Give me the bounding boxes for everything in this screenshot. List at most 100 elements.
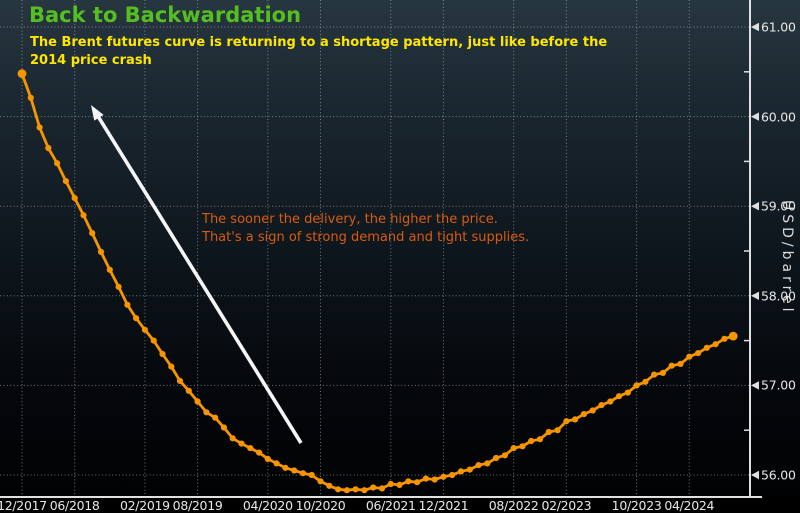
chart-subtitle-line2: 2014 price crash <box>30 53 152 68</box>
brent-curve-point <box>405 478 412 485</box>
y-axis-title: USD/barrel <box>779 200 795 316</box>
trend-arrow-shaft <box>95 114 303 444</box>
brent-curve-point <box>721 335 728 342</box>
brent-curve-point <box>80 212 87 219</box>
brent-curve-point <box>150 337 157 344</box>
brent-curve-point <box>194 398 201 405</box>
brent-curve-point <box>677 360 684 367</box>
brent-curve-point <box>686 353 693 360</box>
brent-curve-point <box>651 371 658 378</box>
brent-curve-point <box>335 486 342 493</box>
brent-curve-point <box>299 470 307 477</box>
x-tick-label: 06/2021 <box>365 498 416 513</box>
brent-curve-point <box>528 437 535 445</box>
x-tick-label: 10/2020 <box>295 498 346 513</box>
x-tick-label: 04/2020 <box>242 498 293 513</box>
brent-curve-point <box>493 454 500 462</box>
brent-curve-point <box>510 445 517 452</box>
x-tick-label: 12/2017 <box>0 498 47 513</box>
brent-curve-point <box>396 481 403 488</box>
brent-curve-point <box>229 435 236 442</box>
brent-curve-point <box>361 487 368 494</box>
brent-curve-point <box>45 144 52 152</box>
y-major-tick-arrow <box>751 22 759 32</box>
brent-curve-point <box>580 411 588 418</box>
x-tick-label: 02/2023 <box>541 498 592 513</box>
brent-curve-point <box>106 266 113 273</box>
brent-curve-point <box>317 478 324 485</box>
brent-curve-point <box>607 398 614 405</box>
brent-curve-point <box>159 350 166 358</box>
annotation-line2: That's a sign of strong demand and tight… <box>202 230 530 245</box>
brent-curve-point <box>519 443 526 450</box>
annotation-line1: The sooner the delivery, the higher the … <box>202 212 498 227</box>
brent-curve-point <box>642 378 649 385</box>
plot-background <box>0 0 800 497</box>
brent-curve-point <box>89 230 96 237</box>
brent-curve-point <box>124 301 131 308</box>
brent-curve-point <box>572 416 579 423</box>
brent-curve-point <box>352 486 359 493</box>
brent-curve-point <box>256 449 263 456</box>
brent-curve-point <box>291 467 298 474</box>
brent-curve-point <box>387 480 394 488</box>
brent-curve-point <box>282 464 289 471</box>
y-major-tick-arrow <box>751 202 759 211</box>
brent-curve-point <box>563 418 570 425</box>
chart-subtitle: The Brent futures curve is returning to … <box>30 34 607 70</box>
brent-curve-point <box>431 476 438 483</box>
brent-curve-point <box>545 428 552 436</box>
brent-curve-point <box>168 363 175 370</box>
brent-curve-point <box>141 326 148 333</box>
brent-curve-point <box>326 482 333 489</box>
brent-curve-point <box>17 69 27 78</box>
brent-curve-point <box>695 350 702 357</box>
brent-curve-point <box>343 487 350 494</box>
y-major-tick-arrow <box>751 112 759 121</box>
brent-curve-point <box>536 436 544 443</box>
brent-curve-point <box>457 468 465 475</box>
brent-curve-point <box>484 460 491 467</box>
brent-curve-point <box>220 424 227 431</box>
brent-curve-point <box>449 471 456 479</box>
brent-curve-point <box>440 473 447 480</box>
x-tick-label: 10/2023 <box>611 498 662 513</box>
brent-curve-point <box>475 462 482 469</box>
brent-curve-point <box>115 283 122 290</box>
y-tick-label: 61.00 <box>761 19 796 35</box>
x-tick-label: 12/2021 <box>418 498 469 513</box>
x-tick-label: 06/2018 <box>49 498 100 513</box>
brent-curve-point <box>624 389 631 396</box>
brent-curve-point <box>62 178 69 185</box>
brent-curve-point <box>273 460 280 467</box>
brent-curve-point <box>712 341 719 348</box>
brent-curve-point <box>247 445 254 452</box>
y-major-tick-arrow <box>751 291 759 300</box>
brent-curve-point <box>71 195 78 202</box>
brent-curve-point <box>378 485 386 492</box>
brent-curve-point <box>308 471 315 479</box>
brent-curve-point <box>203 409 210 416</box>
brent-curve-point <box>370 484 377 491</box>
y-tick-label: 59.00 <box>761 198 796 214</box>
chart-annotation: The sooner the delivery, the higher the … <box>202 211 529 247</box>
x-tick-label: 08/2019 <box>172 498 223 513</box>
brent-curve-point <box>466 466 473 473</box>
brent-curve-point <box>54 160 61 167</box>
brent-curve-point <box>264 455 271 462</box>
y-tick-label: 58.00 <box>761 288 796 304</box>
brent-curve-point <box>659 369 667 376</box>
brent-curve-point <box>615 393 623 400</box>
x-tick-label: 02/2019 <box>119 498 170 513</box>
brent-curve-point <box>589 407 596 414</box>
x-tick-label: 08/2022 <box>488 498 539 513</box>
brent-curve-point <box>728 331 738 341</box>
trend-arrow-head <box>91 105 104 121</box>
brent-curve-point <box>185 387 192 394</box>
brent-curve-point <box>668 362 675 369</box>
y-tick-label: 57.00 <box>761 377 796 393</box>
y-major-tick-arrow <box>751 381 759 390</box>
brent-curve-point <box>703 344 710 351</box>
